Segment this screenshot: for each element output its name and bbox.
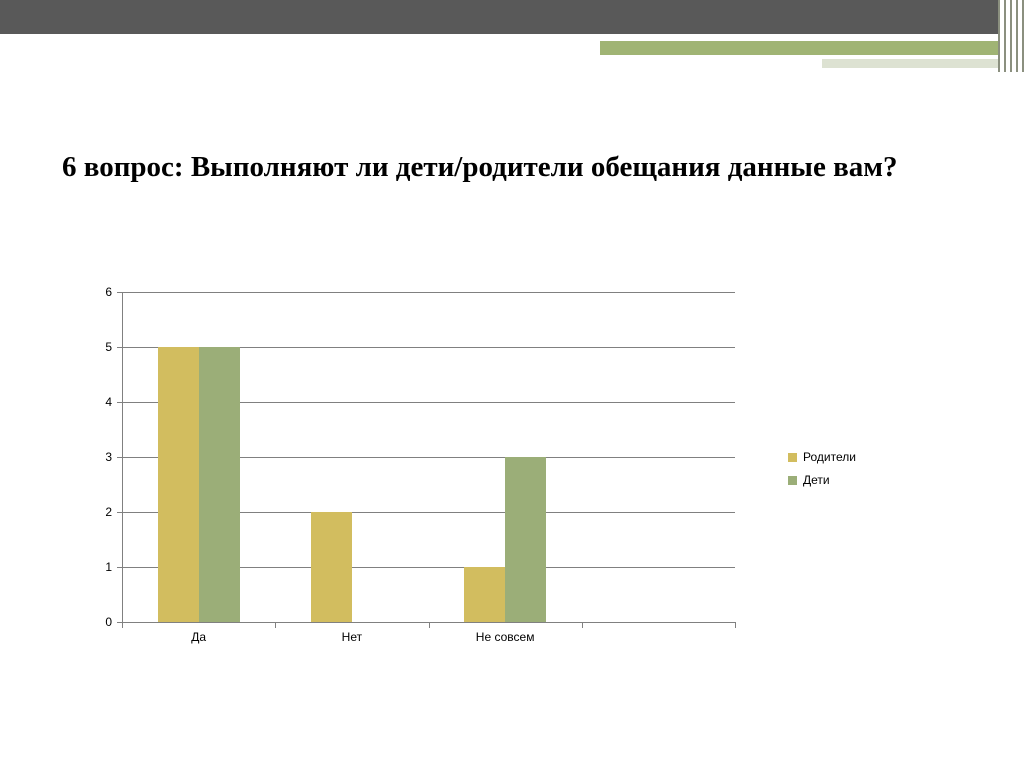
x-tick-label: Нет xyxy=(341,630,363,644)
bar-chart: 0 1 2 3 4 5 6 Да Нет Не совсем Родители Дети xyxy=(0,280,1024,680)
y-tick-mark xyxy=(117,567,122,568)
y-tick-mark xyxy=(117,622,122,623)
gridline xyxy=(122,512,735,513)
x-tick-mark xyxy=(428,623,430,628)
legend-label: Дети xyxy=(803,473,830,487)
legend-swatch xyxy=(788,452,797,462)
gridline xyxy=(122,457,735,458)
y-tick-mark xyxy=(117,512,122,513)
y-tick-mark xyxy=(117,457,122,458)
header-green-bar xyxy=(600,41,1024,55)
legend-item-0: Родители xyxy=(788,450,856,464)
legend-swatch xyxy=(788,475,797,485)
y-tick-label: 2 xyxy=(105,505,112,519)
y-tick-mark xyxy=(117,347,122,348)
x-tick-mark xyxy=(122,623,123,628)
x-tick-label: Не совсем xyxy=(475,630,535,644)
slide-title: 6 вопрос: Выполняют ли дети/родители обе… xyxy=(62,151,898,183)
x-tick-mark xyxy=(581,623,583,628)
gridline xyxy=(122,402,735,403)
gridline xyxy=(122,292,735,293)
chart-legend: Родители Дети xyxy=(788,450,856,487)
y-tick-label: 5 xyxy=(105,340,112,354)
corner-stripes-decoration xyxy=(998,0,1024,72)
gridline xyxy=(122,567,735,568)
y-tick-label: 6 xyxy=(105,285,112,299)
y-tick-label: 4 xyxy=(105,395,112,409)
x-tick-mark xyxy=(275,623,277,628)
header-dark-bar xyxy=(0,0,1024,34)
bar-series0-cat1 xyxy=(310,512,352,622)
y-tick-label: 1 xyxy=(105,560,112,574)
bar-series0-cat2 xyxy=(464,567,506,622)
y-axis-labels: 0 1 2 3 4 5 6 xyxy=(72,285,112,632)
bar-series1-cat2 xyxy=(505,457,547,622)
legend-label: Родители xyxy=(803,450,856,464)
y-tick-label: 0 xyxy=(105,615,112,629)
y-tick-label: 3 xyxy=(105,450,112,464)
bar-series0-cat0 xyxy=(157,347,199,622)
x-axis-line xyxy=(122,622,736,623)
plot-area xyxy=(122,292,735,622)
y-tick-mark xyxy=(117,292,122,293)
legend-item-1: Дети xyxy=(788,473,856,487)
header-light-bar xyxy=(822,59,1024,68)
gridline xyxy=(122,347,735,348)
bar-series1-cat0 xyxy=(198,347,240,622)
x-tick-label: Да xyxy=(191,630,207,644)
y-tick-mark xyxy=(117,402,122,403)
x-tick-mark xyxy=(735,623,736,628)
x-axis-labels: Да Нет Не совсем xyxy=(122,630,735,650)
